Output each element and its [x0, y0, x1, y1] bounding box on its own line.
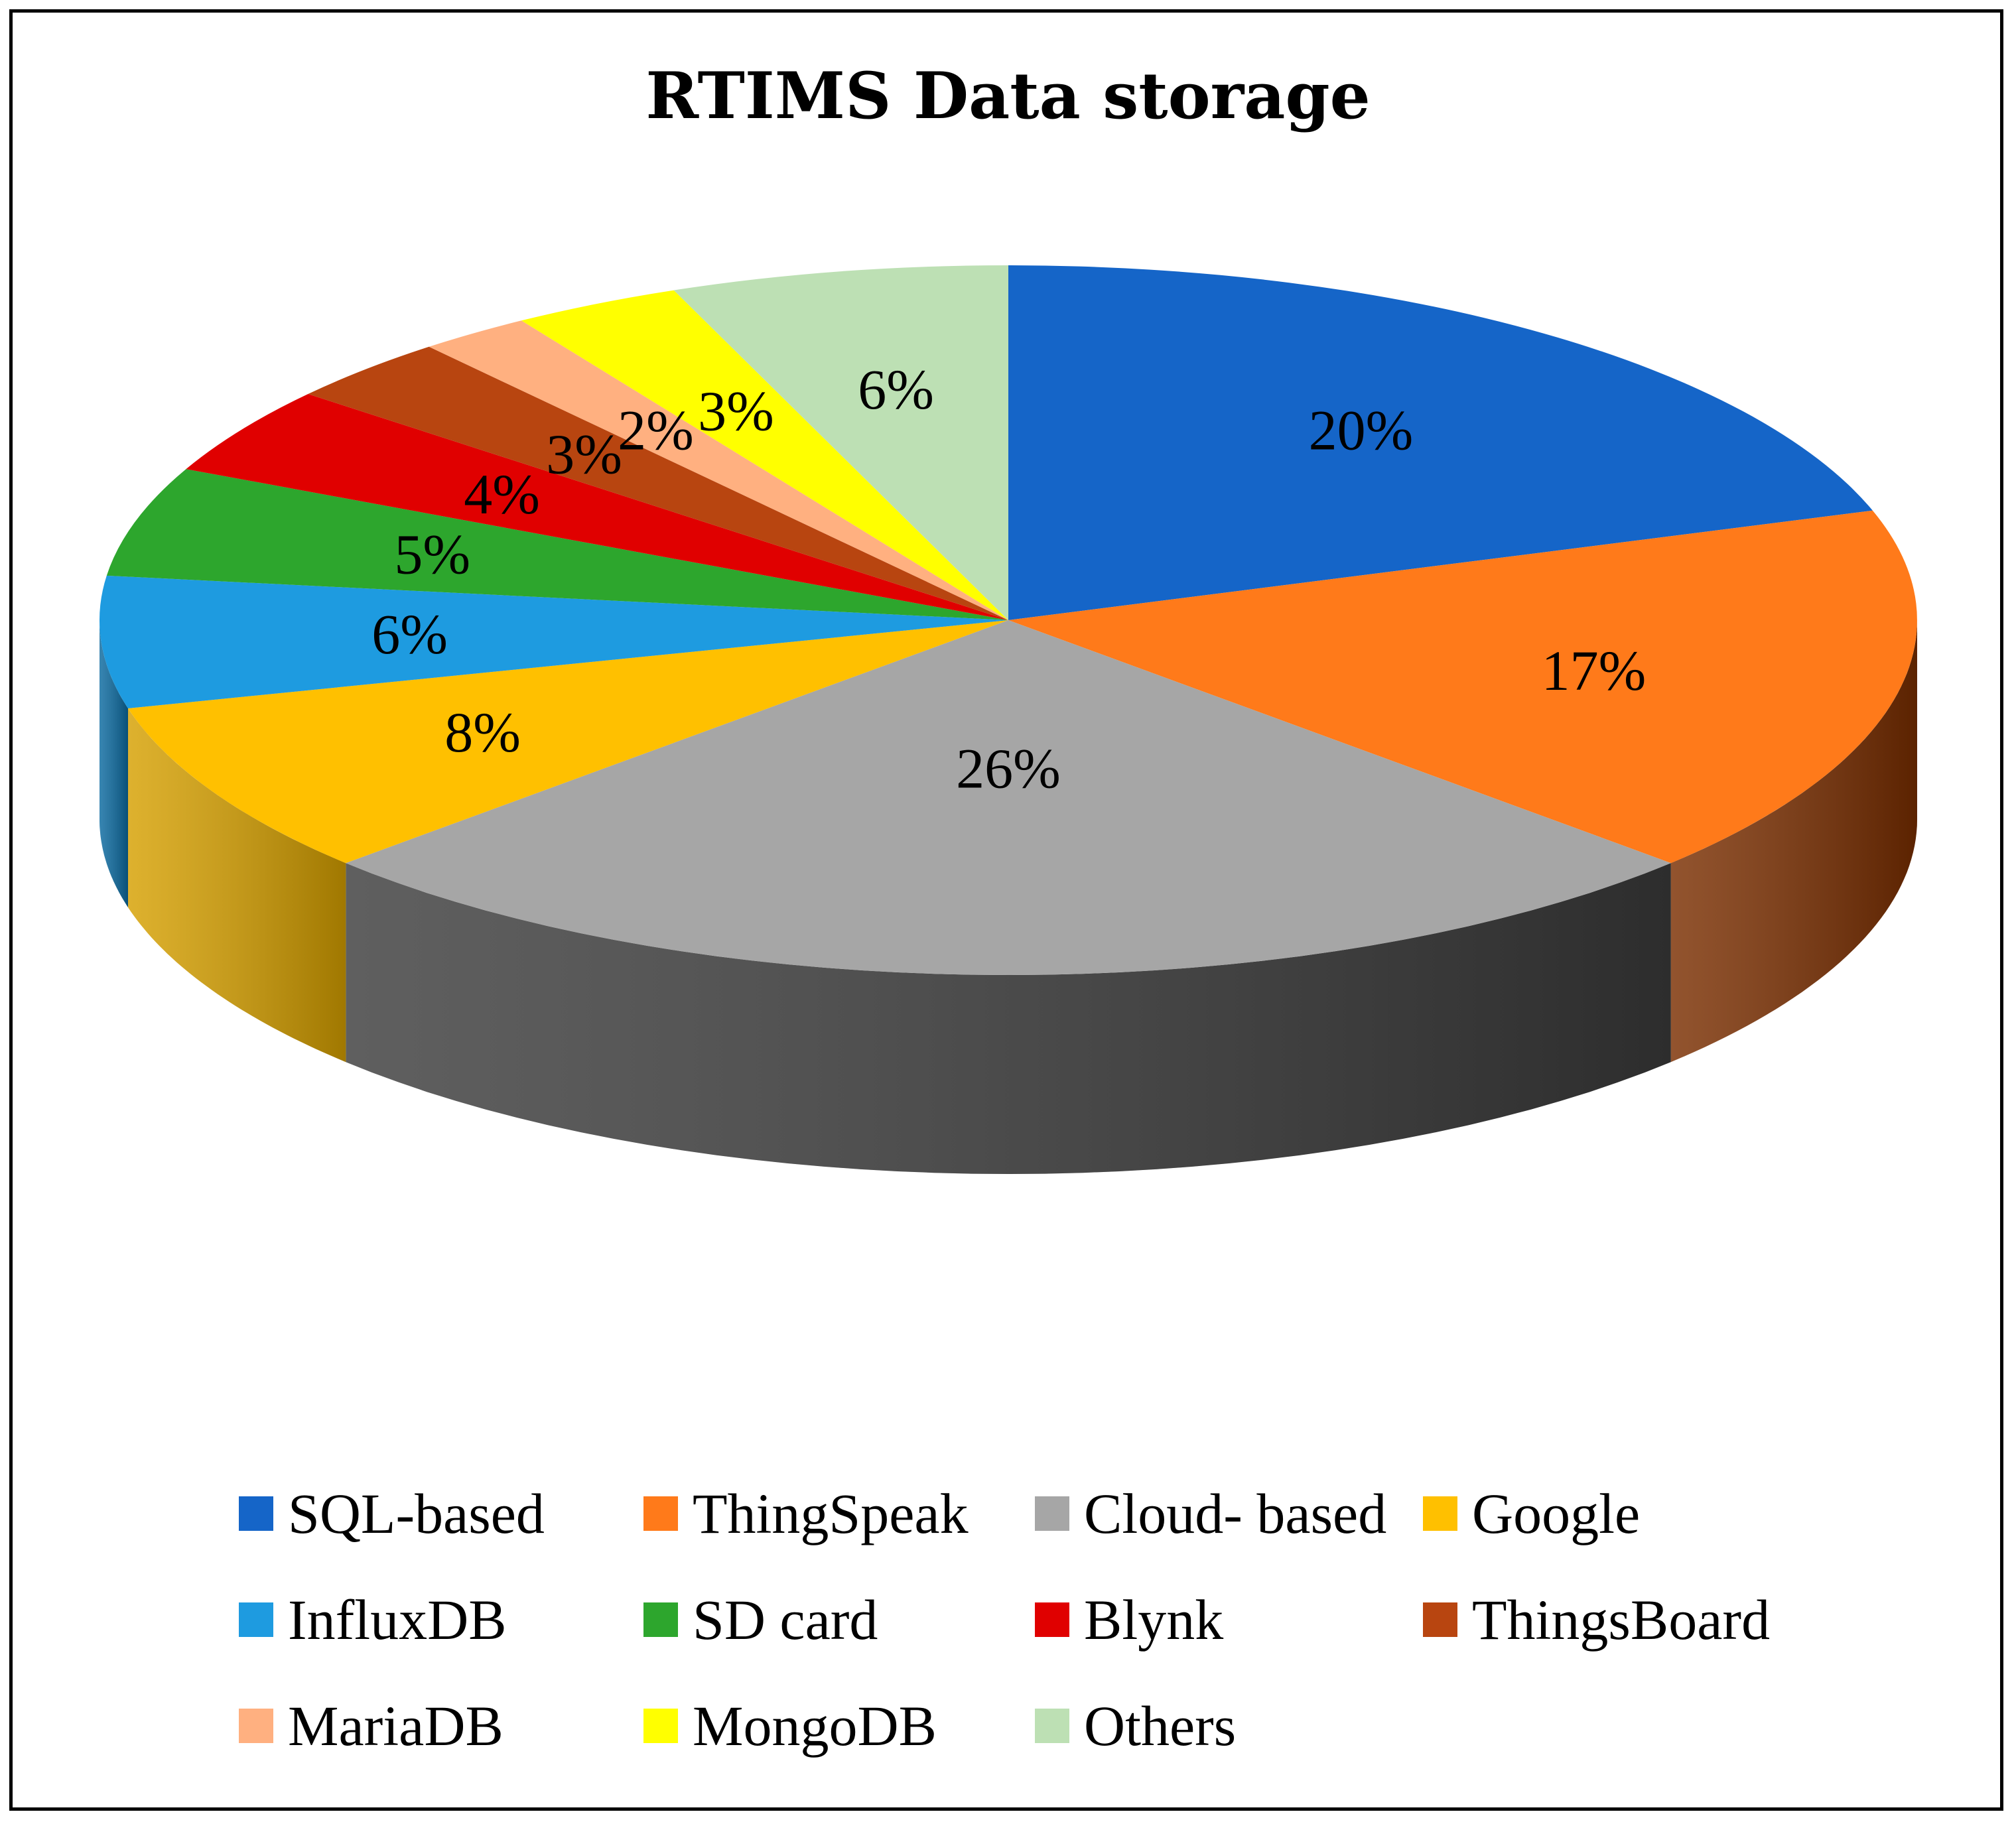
legend-swatch — [239, 1602, 273, 1637]
legend-swatch — [1035, 1602, 1069, 1637]
legend-label: Others — [1084, 1694, 1237, 1758]
data-label: 8% — [444, 700, 521, 764]
pie-slice-influxdb — [99, 575, 1009, 708]
data-label: 26% — [956, 737, 1061, 801]
pie-slice-cloud-based — [346, 620, 1671, 975]
pie-side-shade — [346, 863, 1671, 1174]
legend-label: MariaDB — [288, 1694, 504, 1758]
legend: SQL-based ThingSpeak Cloud- based Google Inf… — [239, 1480, 1831, 1799]
legend-item: InfluxDB — [239, 1587, 507, 1653]
legend-label: ThingSpeak — [693, 1482, 969, 1545]
legend-item: ThingSpeak — [643, 1480, 969, 1547]
pie-slice-google — [128, 620, 1008, 864]
pie-slice-mongodb — [521, 290, 1008, 620]
legend-item: Blynk — [1035, 1587, 1223, 1653]
chart-title: RTIMS Data storage — [645, 58, 1371, 133]
legend-swatch — [239, 1709, 273, 1743]
legend-label: SQL-based — [288, 1482, 545, 1545]
legend-swatch — [1035, 1496, 1069, 1531]
legend-label: InfluxDB — [288, 1588, 507, 1652]
pie-slice-sd-card — [106, 469, 1008, 620]
legend-item: Cloud- based — [1035, 1480, 1386, 1547]
legend-label: Cloud- based — [1084, 1482, 1387, 1545]
legend-item: MongoDB — [643, 1693, 937, 1759]
data-label: 4% — [464, 462, 540, 526]
legend-label: SD card — [693, 1588, 878, 1652]
legend-label: Blynk — [1084, 1588, 1224, 1652]
legend-item: SQL-based — [239, 1480, 545, 1547]
legend-swatch — [643, 1496, 678, 1531]
legend-swatch — [239, 1496, 273, 1531]
legend-item: SD card — [643, 1587, 878, 1653]
pie-side-shade — [1670, 620, 1917, 1063]
pie-side-shade — [100, 620, 128, 907]
pie-chart: 20%17%26%8%6%5%4%3%2% 3% 6% — [99, 265, 1917, 1174]
pie-slice-others — [673, 265, 1008, 620]
legend-item: Others — [1035, 1693, 1236, 1759]
data-label: 3% — [698, 379, 774, 442]
legend-item: Google — [1423, 1480, 1640, 1547]
legend-swatch — [643, 1602, 678, 1637]
legend-label: ThingsBoard — [1472, 1588, 1771, 1652]
data-label: 5% — [394, 523, 470, 586]
pie-slice-thingspeak — [1008, 510, 1917, 864]
data-label: 6% — [371, 602, 448, 666]
pie-slice-blynk — [186, 394, 1008, 620]
legend-swatch — [1423, 1602, 1457, 1637]
legend-label: Google — [1472, 1482, 1641, 1545]
data-label: 17% — [1542, 639, 1646, 702]
data-label: 20% — [1309, 398, 1414, 462]
legend-item: ThingsBoard — [1423, 1587, 1770, 1653]
pie-slice-thingsboard — [308, 346, 1008, 620]
pie-slice-mariadb — [429, 320, 1008, 620]
pie-slice-sql-based — [1008, 265, 1873, 620]
legend-swatch — [1423, 1496, 1457, 1531]
legend-label: MongoDB — [693, 1694, 937, 1758]
legend-swatch — [643, 1709, 678, 1743]
legend-item: MariaDB — [239, 1693, 504, 1759]
data-label: 3% — [546, 422, 622, 486]
legend-swatch — [1035, 1709, 1069, 1743]
data-label: 2% — [618, 398, 694, 462]
pie-side-shade — [128, 708, 346, 1063]
data-label: 6% — [858, 358, 934, 421]
